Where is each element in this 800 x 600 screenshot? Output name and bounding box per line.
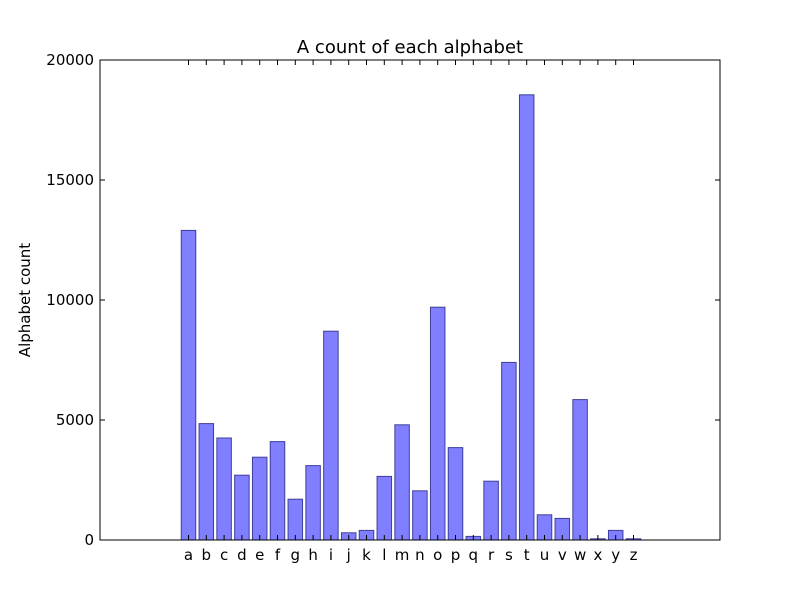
bar-n bbox=[412, 490, 428, 541]
bar-g bbox=[287, 498, 304, 541]
bar-b bbox=[198, 423, 215, 541]
x-tick-label-m: m bbox=[395, 546, 410, 564]
bars-group bbox=[180, 94, 642, 541]
bar-o bbox=[429, 306, 446, 541]
x-tick-label-o: o bbox=[433, 546, 442, 564]
y-ticks-group: 0 5000 10000 15000 20000 bbox=[46, 51, 720, 549]
bar-h bbox=[305, 465, 321, 541]
bar-s bbox=[501, 361, 517, 541]
plot-frame bbox=[99, 59, 721, 541]
x-tick-label-l: l bbox=[382, 546, 386, 564]
x-tick-label-f: f bbox=[275, 546, 281, 564]
x-tick-label-k: k bbox=[362, 546, 371, 564]
bar-t bbox=[518, 94, 535, 541]
x-tick-label-t: t bbox=[524, 546, 530, 564]
x-tick-label-q: q bbox=[469, 546, 479, 564]
x-tick-label-g: g bbox=[291, 546, 301, 564]
x-tick-label-j: j bbox=[346, 546, 351, 564]
x-tick-label-u: u bbox=[540, 546, 550, 564]
x-tick-label-b: b bbox=[202, 546, 212, 564]
bar-m bbox=[394, 424, 410, 541]
x-tick-label-x: x bbox=[593, 546, 602, 564]
y-tick-label-15000: 15000 bbox=[46, 171, 94, 189]
bar-a bbox=[180, 229, 197, 541]
x-tick-label-n: n bbox=[415, 546, 425, 564]
x-tick-label-y: y bbox=[611, 546, 620, 564]
bar-d bbox=[234, 474, 250, 541]
x-tick-label-v: v bbox=[558, 546, 567, 564]
x-tick-label-c: c bbox=[220, 546, 228, 564]
y-tick-label-5000: 5000 bbox=[56, 411, 94, 429]
x-tick-label-w: w bbox=[574, 546, 586, 564]
x-tick-label-e: e bbox=[255, 546, 264, 564]
bar-f bbox=[269, 441, 286, 541]
bar-l bbox=[376, 475, 393, 541]
x-tick-label-i: i bbox=[329, 546, 333, 564]
bar-r bbox=[483, 480, 499, 541]
x-tick-label-s: s bbox=[505, 546, 513, 564]
x-tick-label-h: h bbox=[308, 546, 318, 564]
bar-c bbox=[216, 437, 232, 541]
y-tick-label-0: 0 bbox=[84, 531, 94, 549]
chart-title: A count of each alphabet bbox=[297, 37, 523, 58]
bar-e bbox=[251, 456, 268, 541]
y-axis-label: Alphabet count bbox=[16, 243, 34, 357]
x-tick-label-d: d bbox=[237, 546, 247, 564]
bar-w bbox=[572, 399, 588, 541]
x-tick-label-z: z bbox=[630, 546, 638, 564]
bar-p bbox=[447, 447, 464, 541]
x-tick-label-r: r bbox=[488, 546, 495, 564]
y-tick-label-20000: 20000 bbox=[46, 51, 94, 69]
x-tick-label-a: a bbox=[184, 546, 193, 564]
y-tick-label-10000: 10000 bbox=[46, 291, 94, 309]
bar-i bbox=[323, 330, 339, 541]
x-tick-label-p: p bbox=[451, 546, 461, 564]
